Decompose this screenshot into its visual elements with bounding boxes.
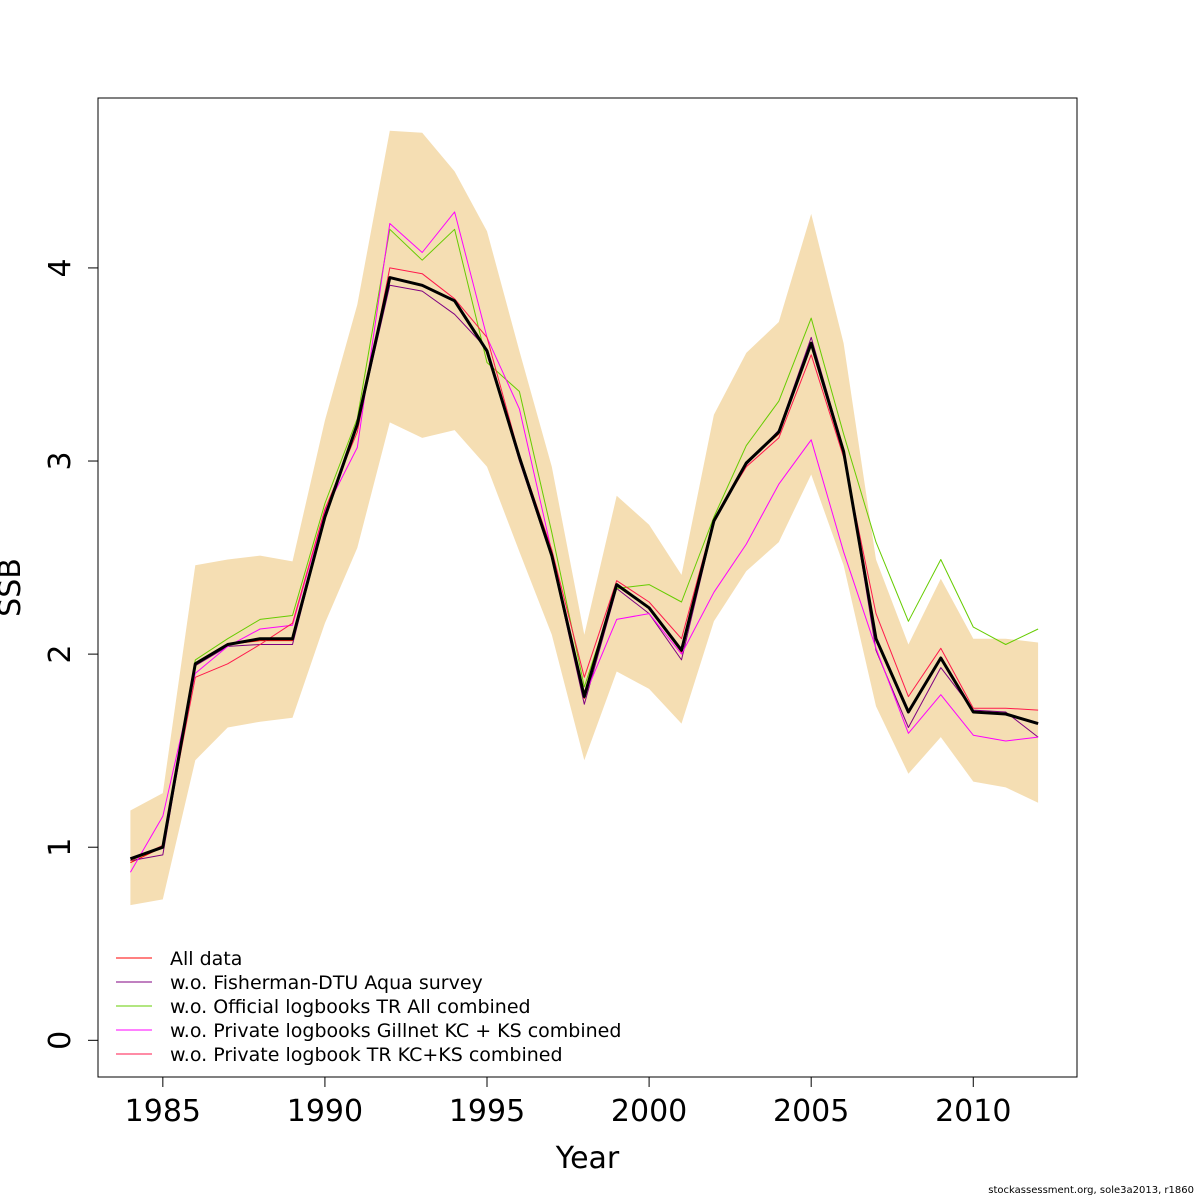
main-line-layer bbox=[129, 276, 1039, 861]
x-tick-label: 1990 bbox=[287, 1094, 363, 1129]
y-tick-label: 2 bbox=[43, 645, 78, 664]
x-tick-label: 1995 bbox=[449, 1094, 525, 1129]
confidence-band bbox=[130, 130, 1039, 906]
x-tick-label: 2010 bbox=[935, 1094, 1011, 1129]
legend-label: w.o. Private logbooks Gillnet KC + KS co… bbox=[170, 1020, 621, 1042]
legend-label: w.o. Fisherman-DTU Aqua survey bbox=[170, 972, 483, 994]
series-line-3 bbox=[130, 228, 1039, 862]
legend-label: w.o. Official logbooks TR All combined bbox=[170, 996, 531, 1018]
y-axis: 0 1 2 3 4 bbox=[43, 258, 99, 1050]
confidence-band-layer bbox=[130, 130, 1039, 906]
y-tick-label: 0 bbox=[43, 1031, 78, 1050]
series-line-5 bbox=[130, 267, 1039, 862]
y-axis-label: SSB bbox=[0, 558, 28, 617]
y-tick-label: 4 bbox=[43, 258, 78, 277]
y-tick-label: 3 bbox=[43, 451, 78, 470]
x-tick-label: 1985 bbox=[125, 1094, 201, 1129]
x-tick-label: 2000 bbox=[611, 1094, 687, 1129]
x-axis: 1985 1990 1995 2000 2005 2010 bbox=[125, 1076, 1011, 1129]
legend-label: w.o. Private logbook TR KC+KS combined bbox=[170, 1044, 563, 1066]
x-axis-label: Year bbox=[555, 1141, 620, 1176]
x-tick-label: 2005 bbox=[773, 1094, 849, 1129]
main-estimate-line bbox=[129, 276, 1039, 861]
y-tick-label: 1 bbox=[43, 838, 78, 857]
footer-credit: stockassessment.org, sole3a2013, r1860 bbox=[988, 1185, 1194, 1196]
legend-label: All data bbox=[170, 948, 242, 970]
